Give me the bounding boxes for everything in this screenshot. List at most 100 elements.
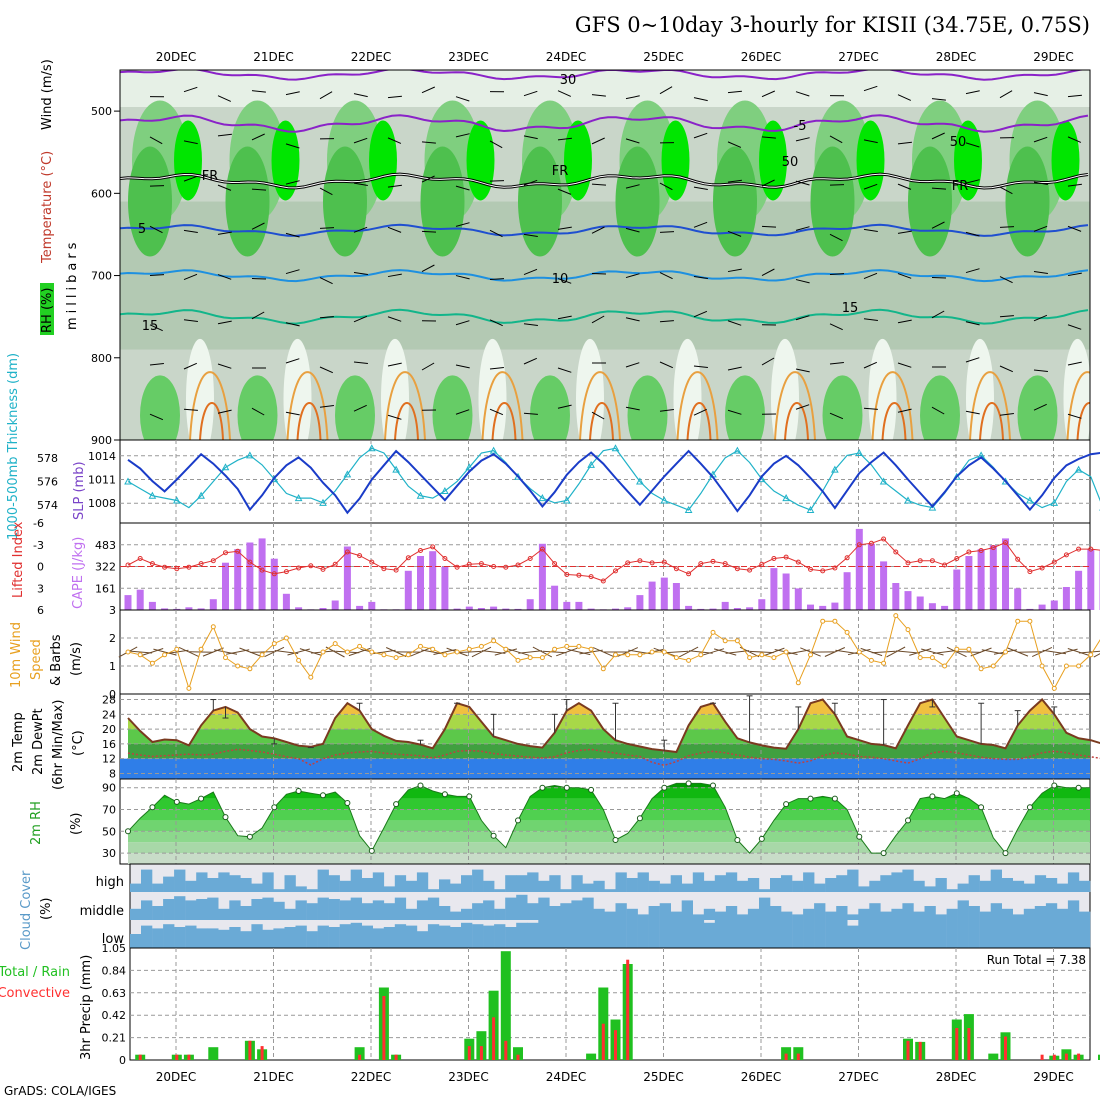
wind-barb <box>523 179 538 186</box>
cloud-bar-high <box>924 886 936 892</box>
wind-barb <box>999 186 1013 195</box>
wind-speed-point <box>978 666 984 672</box>
wind-barb <box>387 273 402 278</box>
wind-barb <box>1033 271 1048 274</box>
wind-barb <box>387 95 402 99</box>
wind-barb <box>353 182 368 186</box>
wind-barb <box>387 316 402 322</box>
cloud-bar-middle <box>637 914 649 920</box>
cloud-bar-low <box>814 920 826 948</box>
wind-barb <box>319 366 334 374</box>
cloud-bar-middle <box>703 908 716 920</box>
cloud-bar-middle <box>1067 900 1080 920</box>
thickness-point <box>538 494 547 502</box>
wind-barb-10m <box>824 647 846 657</box>
cloud-bar-high <box>736 880 749 892</box>
top-date-label: 25DEC <box>643 50 683 64</box>
rh2m-panel: 90 70 50 30 2m RH (%) <box>29 778 1091 865</box>
cloud-bar-low <box>328 927 340 948</box>
cloud-cover-panel: Cloud Cover (%) high middle low <box>19 863 1091 950</box>
wind-barb <box>795 91 810 97</box>
cape-bar <box>136 589 144 610</box>
cape-bar <box>1002 538 1009 610</box>
cloud-bar-low <box>130 934 142 948</box>
rh-blob <box>1051 120 1080 201</box>
rh-point <box>831 795 838 802</box>
cloud-bar-low <box>450 927 462 948</box>
wind-speed-point <box>917 655 923 661</box>
temp-tick-label: 8 <box>109 767 116 780</box>
cape-bar <box>526 599 534 610</box>
cloud-bar-low <box>549 920 561 948</box>
li-point <box>929 558 935 564</box>
wind-barb <box>727 409 742 415</box>
cloud-bar-high <box>825 878 837 892</box>
wind-barb <box>455 275 470 280</box>
thickness-point <box>733 446 742 454</box>
cloud-bar-high <box>295 886 307 892</box>
li-point <box>576 572 582 578</box>
cloud-bar-low <box>781 920 793 948</box>
wind-speed-point <box>1088 652 1094 658</box>
wind-barb-10m <box>678 646 699 658</box>
wind-barb <box>897 273 912 279</box>
rh-point <box>539 784 546 791</box>
wind-barb <box>319 91 333 100</box>
cloud-bar-high <box>902 869 914 892</box>
wind-barb <box>387 137 402 144</box>
cape-bar <box>672 583 680 610</box>
cloud-bar-high <box>714 875 727 892</box>
thickness-point <box>1026 496 1034 504</box>
wind-speed-point <box>271 641 277 647</box>
slp-thickness-panel: 1014 1011 1008 578 576 574 1000-500mb Thickne… <box>6 353 1100 540</box>
rh-blob-low <box>920 375 960 440</box>
bottom-date-label: 20DEC <box>156 1070 196 1084</box>
rh2m-units-label: (%) <box>69 813 84 836</box>
wind-speed-point <box>527 655 533 661</box>
precip-conv-bar <box>1040 1054 1044 1060</box>
cloud-bar-high <box>659 883 671 892</box>
precip-conv-bar <box>479 1046 483 1060</box>
cloud-bar-middle <box>405 908 418 920</box>
rh-point <box>271 804 278 811</box>
cloud-bar-high <box>836 875 848 892</box>
wind-barb <box>251 407 265 416</box>
cloud-bar-low <box>251 924 263 948</box>
li-point <box>478 561 484 567</box>
wind-speed-point <box>576 643 582 649</box>
wind-barb <box>251 133 265 141</box>
wind-barb <box>285 180 300 185</box>
cape-bar <box>246 542 254 610</box>
cloud-bar-middle <box>361 903 373 920</box>
wind-barb <box>625 273 640 279</box>
cloud-bar-low <box>196 928 208 948</box>
thickness-point <box>465 463 474 471</box>
wind-barb <box>523 412 538 415</box>
wind-speed-point <box>539 655 545 661</box>
slp-tick-label: 1008 <box>88 497 116 510</box>
rh-blob <box>908 146 952 257</box>
cape-bar <box>965 556 973 610</box>
cloud-bar-middle <box>935 914 947 920</box>
cloud-bar-middle <box>207 897 219 920</box>
cape-bar <box>429 551 437 610</box>
rh-blob-low <box>725 375 765 440</box>
cloud-bar-middle <box>1045 903 1058 920</box>
wind-barb <box>931 406 945 415</box>
cape-bar <box>770 568 778 610</box>
cloud-bar-middle <box>538 897 550 920</box>
cloud-bar-middle <box>1056 908 1069 920</box>
wind-speed-point <box>283 635 289 641</box>
cape-bar <box>161 608 169 610</box>
contour-label: 10 <box>552 272 569 287</box>
li-point <box>235 548 241 554</box>
wind-speed-point <box>1039 663 1045 669</box>
rh-point <box>149 804 156 811</box>
wind-barb-10m <box>239 647 261 657</box>
thickness-point <box>1001 477 1010 485</box>
bottom-date-label: 24DEC <box>546 1070 586 1084</box>
li-point <box>149 561 155 567</box>
cape-bar <box>831 602 839 610</box>
wind-barb <box>965 142 980 148</box>
precip-conv-bar <box>516 1054 520 1060</box>
